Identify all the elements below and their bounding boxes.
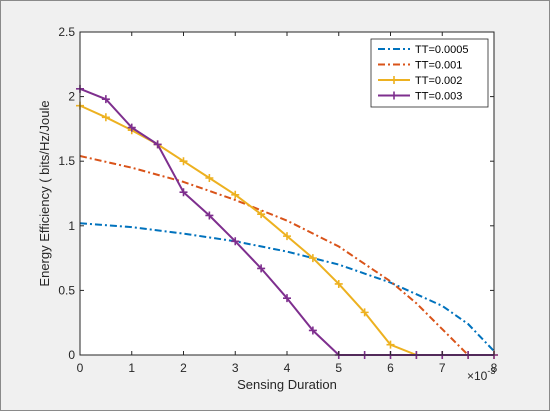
series-3-marker <box>283 232 291 241</box>
series-4-marker <box>283 294 291 303</box>
tick-layer: 0 1 2 3 4 5 6 7 8 0 0.5 1 1.5 2 2.5 <box>58 25 497 375</box>
series-4-marker <box>257 264 266 273</box>
series-3-marker <box>231 190 240 199</box>
legend: TT=0.0005 TT=0.001 TT=0.002 TT=0.003 <box>370 38 489 108</box>
series-3-marker <box>179 157 188 166</box>
x-tick-label: 5 <box>335 361 342 375</box>
y-axis-label: Energy Efficiency ( bits/Hz/Joule <box>37 100 52 286</box>
legend-label: TT=0.0005 <box>415 44 469 56</box>
series-3-marker <box>334 279 343 288</box>
series-4-marker <box>308 326 317 335</box>
y-tick-label: 1.5 <box>58 154 75 168</box>
series-3-marker <box>101 113 110 122</box>
x-tick-label: 8 <box>491 361 498 375</box>
x-tick-label: 0 <box>77 361 84 375</box>
legend-label: TT=0.003 <box>415 91 462 103</box>
y-tick-label: 2.5 <box>58 25 75 39</box>
x-tick-label: 4 <box>284 361 291 375</box>
series-3-marker <box>360 308 369 317</box>
y-tick-label: 0.5 <box>58 283 75 297</box>
x-axis-label: Sensing Duration <box>237 377 337 392</box>
x-tick-label: 3 <box>232 361 239 375</box>
x-tick-label: 2 <box>180 361 187 375</box>
x-exponent-base: ×10 <box>467 369 488 383</box>
series-2-line <box>79 155 494 356</box>
legend-label: TT=0.001 <box>415 60 462 72</box>
x-exponent-label: ×10-3 <box>467 366 495 383</box>
y-tick-label: 1 <box>68 219 75 233</box>
legend-marker <box>390 76 398 84</box>
legend-marker <box>390 91 398 100</box>
x-tick-label: 6 <box>387 361 394 375</box>
series-4-marker <box>179 188 188 197</box>
series-4-marker <box>205 211 214 220</box>
x-tick-label: 7 <box>439 361 446 375</box>
series-3-marker <box>308 254 317 263</box>
series-4-marker <box>127 123 136 132</box>
series-3-marker <box>386 340 395 349</box>
series-3-marker <box>205 173 214 182</box>
x-tick-label: 1 <box>128 361 135 375</box>
x-exponent-power: -3 <box>487 366 495 376</box>
y-tick-label: 2 <box>68 90 75 104</box>
series-2 <box>79 155 494 356</box>
series-3-marker <box>257 210 266 219</box>
series-4-marker <box>153 140 162 149</box>
y-tick-label: 0 <box>68 348 75 362</box>
series-4-marker <box>101 95 110 104</box>
legend-label: TT=0.002 <box>415 75 462 87</box>
series-4-marker <box>231 237 240 246</box>
